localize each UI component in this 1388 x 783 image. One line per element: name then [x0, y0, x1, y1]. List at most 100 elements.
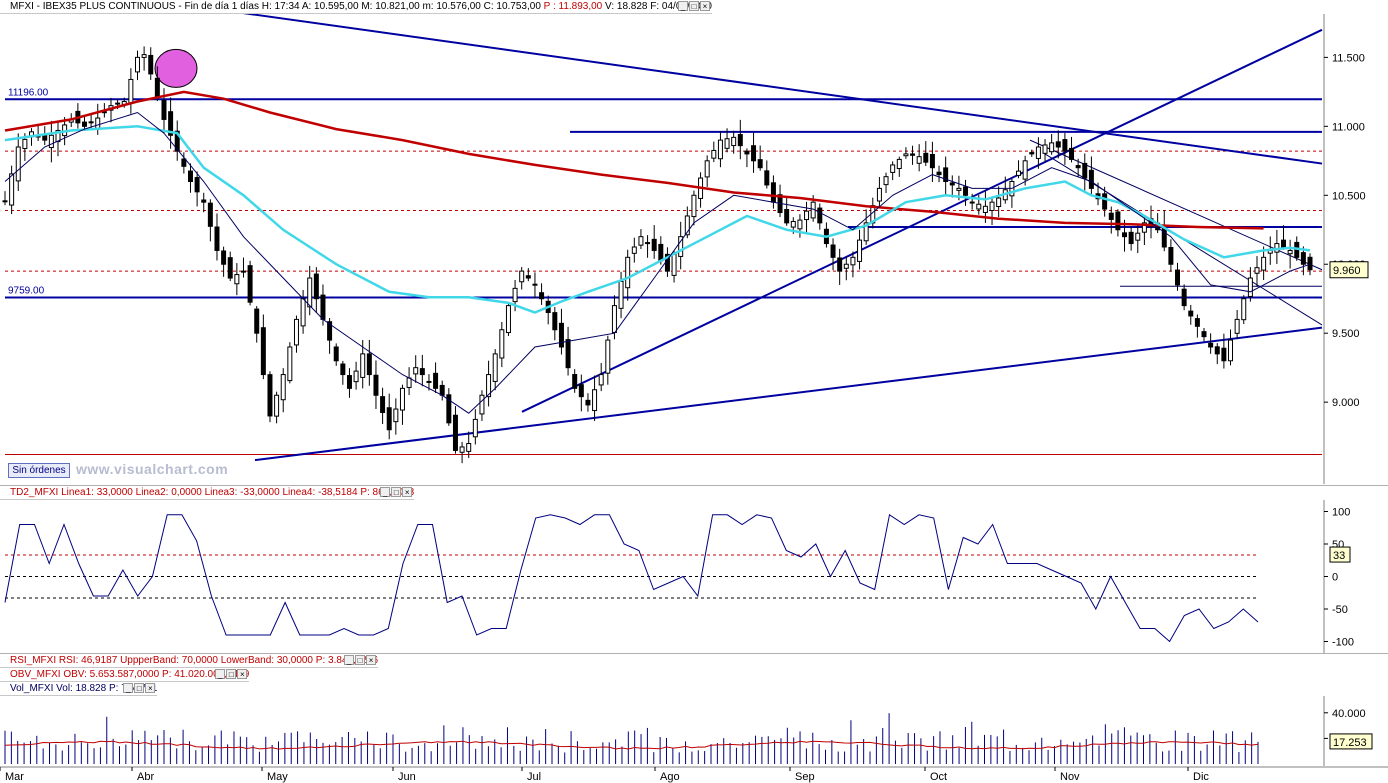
candle-body: [1016, 170, 1022, 176]
candle-body: [81, 121, 87, 127]
candle-body: [492, 353, 498, 382]
td2-tick-label: 0: [1332, 572, 1338, 584]
candle-body: [1141, 222, 1147, 233]
rsi-panel-header: RSI_MFXI RSI: 46,9187 UppperBand: 70,000…: [0, 654, 379, 668]
maximize-button[interactable]: □: [355, 655, 366, 665]
candle-body: [439, 384, 445, 396]
sin-ordenes-button[interactable]: Sin órdenes: [8, 463, 70, 478]
candle-body: [274, 394, 280, 417]
candle-body: [976, 203, 982, 210]
td2-l1: Linea1: 33,0000: [61, 487, 133, 498]
candle-body: [645, 242, 651, 245]
candle-body: [943, 167, 949, 182]
high-label: M: 10.821,00: [361, 1, 420, 12]
maximize-button[interactable]: □: [134, 683, 145, 693]
close-button[interactable]: ×: [145, 683, 156, 693]
candle-body: [472, 418, 478, 438]
candle-body: [479, 394, 485, 415]
minimize-button[interactable]: _: [123, 683, 134, 693]
obv-window-buttons: _ □ ×: [215, 669, 248, 679]
candle-body: [148, 54, 154, 75]
candle-body: [982, 205, 988, 213]
candle-body: [857, 239, 863, 262]
open-label: A: 10.595,00: [301, 1, 359, 12]
td2-l2: Linea2: 0,0000: [135, 487, 202, 498]
minimize-button[interactable]: _: [380, 487, 391, 497]
candle-body: [466, 443, 472, 452]
candle-body: [611, 305, 617, 333]
candle-body: [757, 159, 763, 169]
candle-body: [790, 220, 796, 228]
candle-body: [366, 353, 372, 376]
candle-body: [936, 171, 942, 176]
candle-body: [678, 236, 684, 257]
candle-body: [625, 256, 631, 289]
candle-body: [393, 408, 399, 423]
minimize-button[interactable]: _: [344, 655, 355, 665]
period-label: Fin de día 1 días: [184, 1, 259, 12]
close-button[interactable]: ×: [699, 1, 710, 11]
close-label: C: 10.753,00: [483, 1, 541, 12]
maximize-button[interactable]: □: [226, 669, 237, 679]
candle-body: [1281, 239, 1286, 248]
candle-body: [744, 150, 750, 155]
candle-body: [837, 257, 843, 272]
candle-body: [227, 257, 233, 279]
td2-last-box: [1329, 546, 1351, 563]
candle-body: [731, 136, 737, 147]
td2-last-label: 33: [1333, 550, 1345, 562]
candle-body: [605, 339, 611, 374]
month-label: Jun: [398, 771, 416, 783]
candle-body: [896, 158, 902, 170]
maximize-button[interactable]: □: [391, 487, 402, 497]
rsi-window-buttons: _ □ ×: [344, 655, 377, 665]
vol-name: Vol_MFXI: [10, 683, 54, 694]
panel-divider: [0, 485, 1388, 486]
candle-body: [154, 77, 160, 98]
moving-average-line: [4, 111, 1311, 414]
close-button[interactable]: ×: [237, 669, 248, 679]
candle-body: [592, 389, 598, 412]
month-label: Ago: [660, 771, 680, 783]
candle-body: [969, 201, 975, 204]
candle-body: [1108, 212, 1114, 220]
candle-body: [1241, 298, 1247, 321]
candle-body: [764, 170, 770, 186]
candle-body: [413, 367, 419, 375]
candle-body: [1201, 331, 1207, 338]
level-label-lower: 9759.00: [8, 285, 45, 296]
candle-body: [525, 275, 531, 279]
rsi-lower: LowerBand: 30,0000: [220, 655, 313, 666]
candle-body: [929, 153, 935, 169]
candle-body: [207, 202, 213, 227]
symbol-label: MFXI - IBEX35 PLUS CONTINUOUS: [10, 1, 176, 12]
candle-body: [963, 186, 969, 196]
minimize-button[interactable]: _: [215, 669, 226, 679]
price-panel-header: MFXI - IBEX35 PLUS CONTINUOUS - Fin de d…: [0, 0, 712, 14]
td2-line: [4, 513, 1259, 643]
candle-body: [850, 256, 856, 266]
candle-body: [532, 283, 538, 286]
candle-body: [240, 270, 246, 273]
candle-body: [287, 346, 293, 382]
minimize-button[interactable]: _: [677, 1, 688, 11]
candle-body: [797, 219, 803, 230]
candle-body: [446, 394, 452, 424]
month-label: Dic: [1193, 771, 1209, 783]
volume-chart[interactable]: 40.00020.00017.253MarAbrMayJunJulAgoSepO…: [0, 696, 1388, 783]
candle-body: [539, 292, 545, 300]
candle-body: [890, 164, 896, 173]
candle-body: [280, 374, 286, 401]
candle-body: [1287, 249, 1293, 255]
vol-last-box: [1329, 733, 1373, 750]
close-button[interactable]: ×: [366, 655, 377, 665]
candle-body: [1188, 310, 1194, 317]
candle-body: [201, 199, 207, 203]
maximize-button[interactable]: □: [688, 1, 699, 11]
close-button[interactable]: ×: [402, 487, 413, 497]
price-chart[interactable]: 11.50011.00010.50010.0009.5009.00011196.…: [0, 14, 1388, 484]
candle-body: [923, 152, 929, 163]
candle-body: [1082, 162, 1088, 179]
candle-body: [128, 78, 134, 104]
